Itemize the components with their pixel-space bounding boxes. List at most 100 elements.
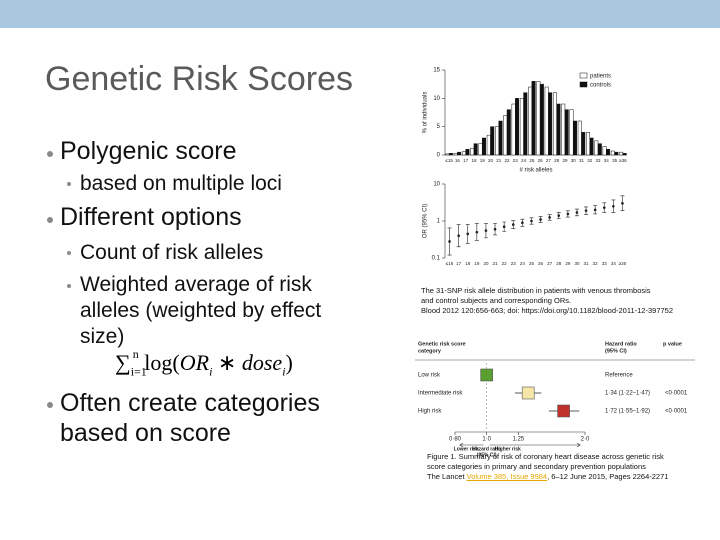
source-link[interactable]: Volume 385, Issue 9984 — [466, 472, 548, 481]
bar — [594, 140, 599, 156]
bullet: Count of risk alleles — [80, 241, 264, 264]
x-tick-label: 34 — [611, 261, 617, 266]
bar — [597, 143, 602, 156]
x-tick-label: 23 — [513, 158, 519, 163]
formula-part: ∗ — [212, 350, 242, 375]
bar — [606, 149, 611, 156]
x-tick-label: 19 — [474, 261, 480, 266]
bar — [457, 151, 462, 156]
row-label: Intermediate risk — [418, 391, 463, 397]
bullet-dot — [47, 217, 53, 223]
bar — [622, 153, 627, 156]
x-tick-label: 19 — [480, 158, 486, 163]
y-tick-label: 10 — [433, 96, 440, 102]
bar — [486, 134, 491, 156]
row-label: Low risk — [418, 373, 441, 379]
bar — [461, 151, 466, 156]
x-tick-label: 27 — [547, 261, 553, 266]
formula-part: ) — [285, 350, 293, 375]
hr-marker — [480, 368, 493, 382]
bar — [498, 120, 503, 156]
bar — [556, 103, 561, 156]
point — [584, 209, 588, 212]
bullet: Polygenic score — [60, 137, 237, 165]
bar — [503, 115, 508, 156]
point — [530, 219, 533, 223]
bar — [528, 86, 533, 156]
bar — [531, 81, 536, 156]
caption-line: Figure 1. Summary of risk of coronary he… — [427, 452, 664, 461]
formula-part: n — [132, 346, 139, 361]
x-tick-label: 25 — [529, 158, 535, 163]
x-tick-label: 16 — [455, 158, 461, 163]
bar — [569, 109, 574, 156]
or-plot: 0.1 1 10 OR (95% CI) ≤16 17 18 19 20 21 22 23 24 25 26… — [423, 182, 627, 267]
p-label: <0·0001 — [665, 409, 688, 415]
bar — [602, 146, 607, 156]
point — [621, 202, 624, 205]
bar — [465, 149, 470, 156]
point — [557, 214, 561, 217]
caption-line: score categories in primary and secondar… — [427, 462, 646, 471]
point — [602, 206, 606, 209]
legend-swatch — [579, 72, 588, 79]
x-tick-label: 22 — [505, 158, 511, 163]
bar — [473, 143, 478, 156]
bar — [478, 143, 483, 156]
point — [566, 212, 570, 216]
bullet-dot — [47, 151, 53, 157]
bar — [619, 151, 624, 156]
arrow — [459, 442, 581, 448]
formula-part: log( — [144, 350, 180, 375]
bar — [515, 98, 520, 156]
hr-label: 1·34 (1·22–1·47) — [605, 391, 650, 397]
bar — [552, 92, 557, 156]
x-tick-label: 22 — [502, 261, 508, 266]
bar — [561, 103, 566, 156]
bar — [470, 147, 475, 156]
x-tick-label: 31 — [579, 158, 585, 163]
bar — [511, 103, 516, 156]
x-tick-label: 26 — [538, 158, 544, 163]
point — [548, 216, 551, 219]
bullet: Often create categories based on score — [60, 389, 320, 447]
x-tick-label: 20 — [483, 261, 489, 266]
bar — [453, 153, 458, 156]
x-tick-label: 30 — [571, 158, 577, 163]
x-tick-label: 28 — [556, 261, 562, 266]
x-tick-label: ≥36 — [619, 158, 627, 163]
header: category — [418, 348, 442, 354]
hr-label: 1·72 (1·55–1·92) — [605, 409, 650, 415]
y-tick-label: 10 — [433, 182, 440, 188]
x-tick-label: 18 — [471, 158, 477, 163]
source: , 6–12 June 2015, Pages 2264-2271 — [547, 472, 669, 481]
x-tick-label: 26 — [538, 261, 544, 266]
bullet: based on multiple loci — [80, 172, 282, 195]
x-tick-label: 20 — [488, 158, 494, 163]
x-tick-label: 2·0 — [581, 437, 590, 443]
bar — [610, 150, 615, 156]
bar — [445, 153, 450, 156]
point — [457, 234, 460, 238]
bar — [581, 132, 586, 156]
x-tick-label: 34 — [604, 158, 610, 163]
hr-marker — [521, 386, 535, 400]
point — [484, 229, 488, 232]
point — [521, 221, 524, 224]
x-tick-label: 23 — [511, 261, 517, 266]
header: (95% CI) — [605, 348, 627, 354]
bar — [572, 120, 577, 156]
bar — [490, 126, 495, 156]
point — [493, 227, 497, 231]
top-band — [0, 0, 720, 28]
y-tick-label: 5 — [437, 124, 441, 130]
formula-part: ∑ — [115, 350, 131, 375]
bullet-dot — [67, 284, 71, 288]
y-tick-label: 15 — [433, 68, 440, 74]
bar — [586, 132, 591, 156]
row-label: High risk — [418, 409, 442, 415]
x-axis-label: (95% CI) — [477, 452, 497, 458]
slide-title: Genetic Risk Scores — [45, 60, 353, 98]
formula-part: OR — [179, 350, 210, 375]
